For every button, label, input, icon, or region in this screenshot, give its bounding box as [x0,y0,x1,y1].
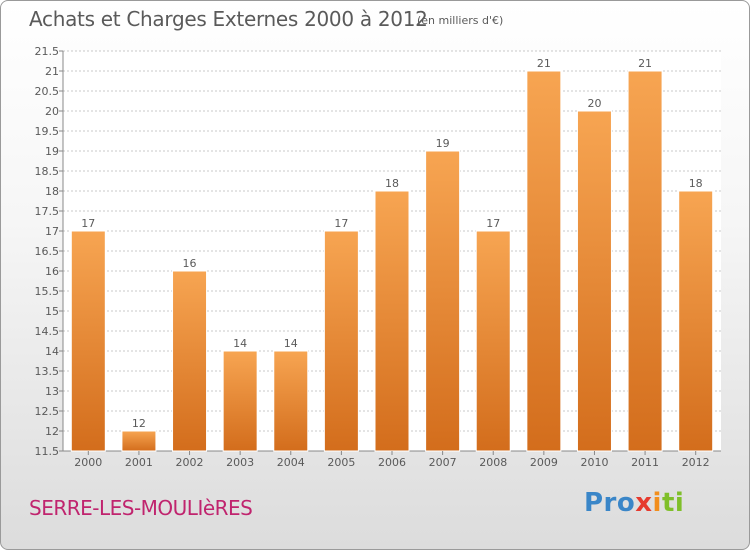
data-label: 16 [183,257,197,270]
y-tick-label: 16.5 [35,245,60,258]
data-label: 21 [537,57,551,70]
data-label: 17 [334,217,348,230]
bar [70,230,106,452]
bar [273,350,309,452]
data-label: 17 [81,217,95,230]
y-tick-label: 13.5 [35,365,60,378]
data-label: 12 [132,417,146,430]
x-tick-label: 2000 [74,456,102,469]
data-label: 21 [638,57,652,70]
x-tick-label: 2002 [176,456,204,469]
y-tick-label: 19.5 [35,125,60,138]
logo-part-3: i [652,488,662,518]
data-label: 18 [385,177,399,190]
proxiti-logo: Proxiti [584,488,684,518]
data-label: 18 [689,177,703,190]
y-tick-label: 21.5 [35,45,60,58]
chart-title: Achats et Charges Externes 2000 à 2012 [29,7,428,31]
y-tick-label: 12 [45,425,59,438]
y-tick-label: 17.5 [35,205,60,218]
data-label: 14 [233,337,247,350]
y-tick-label: 15.5 [35,285,60,298]
x-tick-label: 2003 [226,456,254,469]
bar [222,350,258,452]
bar [526,70,562,452]
logo-part-2: x [635,488,653,518]
x-tick-label: 2009 [530,456,558,469]
x-tick-label: 2006 [378,456,406,469]
y-tick-label: 13 [45,385,59,398]
x-tick-label: 2005 [327,456,355,469]
y-tick-label: 14.5 [35,325,60,338]
bar [627,70,663,452]
y-tick-label: 15 [45,305,59,318]
data-label: 17 [486,217,500,230]
commune-name: SERRE-LES-MOULIèRES [29,496,253,520]
logo-part-4: ti [661,488,685,518]
y-tick-label: 11.5 [35,445,60,458]
y-tick-label: 12.5 [35,405,60,418]
y-tick-label: 20.5 [35,85,60,98]
x-tick-label: 2008 [479,456,507,469]
y-tick-label: 20 [45,105,59,118]
bar [172,270,208,452]
y-tick-label: 21 [45,65,59,78]
x-tick-label: 2012 [682,456,710,469]
bar [678,190,714,452]
y-tick-label: 17 [45,225,59,238]
y-tick-label: 18 [45,185,59,198]
bar [323,230,359,452]
y-tick-label: 16 [45,265,59,278]
y-tick-label: 14 [45,345,59,358]
y-tick-label: 18.5 [35,165,60,178]
x-tick-label: 2011 [631,456,659,469]
x-tick-label: 2001 [125,456,153,469]
x-tick-label: 2010 [580,456,608,469]
bar [121,430,157,452]
bar [425,150,461,452]
bar [475,230,511,452]
y-tick-label: 19 [45,145,59,158]
bar [576,110,612,452]
data-label: 19 [436,137,450,150]
logo-part-1: Pro [584,488,636,518]
chart-unit: (en milliers d'€) [417,14,504,27]
x-tick-label: 2004 [277,456,305,469]
data-label: 20 [587,97,601,110]
x-tick-label: 2007 [429,456,457,469]
data-label: 14 [284,337,298,350]
bar [374,190,410,452]
